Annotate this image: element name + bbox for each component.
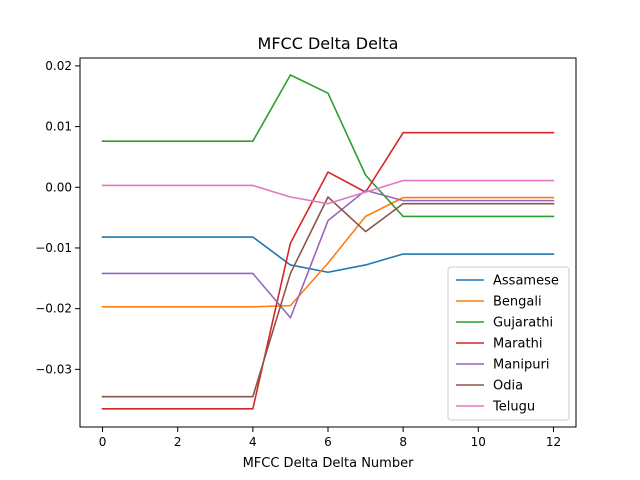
legend-label: Assamese [493, 274, 559, 289]
y-tick-label: −0.03 [35, 362, 72, 376]
series-line-bengali [101, 196, 555, 308]
y-tick-label: −0.01 [35, 241, 72, 255]
legend-box [447, 266, 570, 421]
legend-label: Telugu [492, 400, 535, 415]
x-axis: 0 2 4 6 8 10 12 [99, 427, 561, 449]
series-line-manipuri [101, 189, 555, 319]
y-tick-label: 0.02 [45, 59, 72, 73]
legend-label: Gujarathi [493, 316, 553, 331]
x-tick-label: 6 [324, 435, 332, 449]
x-tick-label: 12 [546, 435, 561, 449]
x-tick-label: 8 [399, 435, 407, 449]
series-line-assamese [101, 236, 555, 274]
x-tick-label: 4 [249, 435, 257, 449]
x-tick-label: 0 [99, 435, 107, 449]
legend-label: Marathi [493, 337, 542, 352]
y-tick-label: −0.02 [35, 302, 72, 316]
series-line-gujarathi [101, 74, 555, 218]
legend-label: Manipuri [493, 358, 549, 373]
legend-label: Odia [493, 379, 523, 394]
x-tick-label: 10 [471, 435, 486, 449]
chart-title: MFCC Delta Delta [258, 34, 399, 53]
series-line-odia [101, 196, 555, 398]
legend: Assamese Bengali Gujarathi Marathi Manipuri O… [447, 266, 570, 421]
series-line-telugu [101, 179, 555, 205]
y-tick-label: 0.01 [45, 120, 72, 134]
series-line-marathi [101, 131, 555, 410]
legend-label: Bengali [493, 295, 542, 310]
y-tick-label: 0.00 [45, 180, 72, 194]
x-axis-label: MFCC Delta Delta Number [243, 456, 414, 471]
x-tick-label: 2 [174, 435, 182, 449]
plot-lines [101, 74, 555, 410]
y-axis: 0.02 0.01 0.00 −0.01 −0.02 −0.03 [35, 59, 80, 376]
